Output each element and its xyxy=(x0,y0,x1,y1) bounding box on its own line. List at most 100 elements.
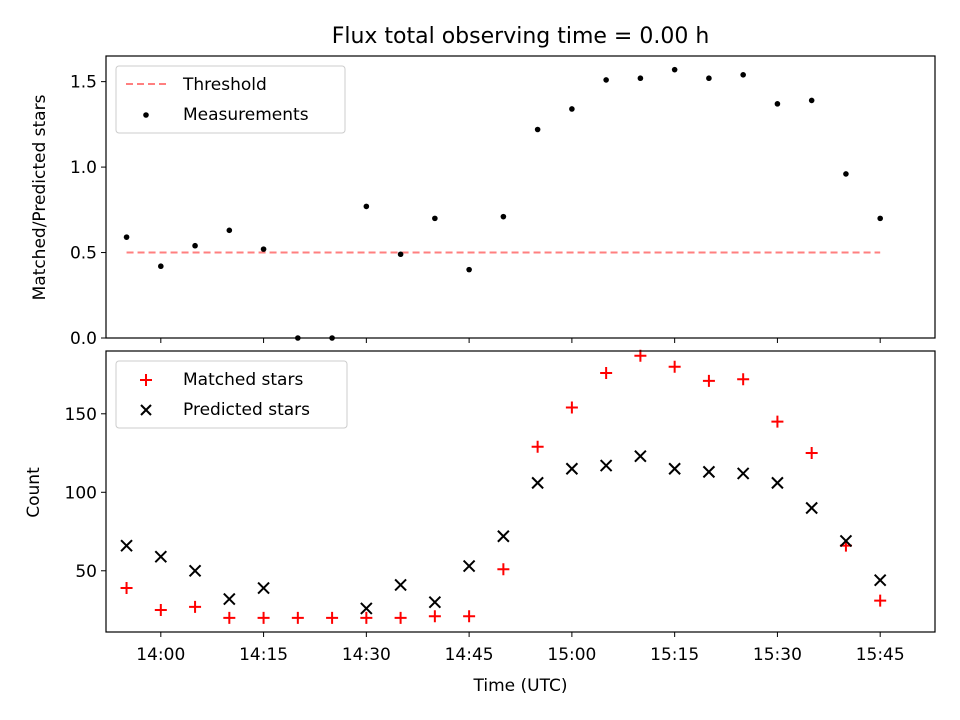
top-y-tick-label: 1.0 xyxy=(70,158,97,178)
top-axis-ticks: 0.0 0.5 1.0 1.5 xyxy=(70,73,881,349)
bottom-y-tick-label: 150 xyxy=(65,405,97,425)
predicted-star-marker xyxy=(531,476,544,490)
x-axis-label: Time (UTC) xyxy=(473,676,568,696)
top-y-tick-label: 0.0 xyxy=(70,329,97,349)
matched-star-marker xyxy=(223,611,236,624)
predicted-star-marker xyxy=(736,467,750,480)
predicted-star-marker xyxy=(668,462,681,475)
bottom-axis-ticks: 50 100 150 14:00 14:15 14:30 14:45 15:00 15:15 15… xyxy=(65,405,905,665)
measurement-point xyxy=(808,97,815,104)
top-legend: Threshold Measurements xyxy=(115,65,346,134)
measurement-point xyxy=(603,77,609,83)
x-tick-label: 15:30 xyxy=(753,645,802,665)
bottom-axes-frame xyxy=(105,350,936,633)
matched-star-marker xyxy=(668,360,681,373)
measurement-point xyxy=(500,213,507,220)
predicted-star-marker xyxy=(428,595,442,609)
matched-star-marker xyxy=(326,611,339,624)
measurement-point xyxy=(397,251,404,258)
measurement-point xyxy=(637,75,644,82)
matched-star-marker xyxy=(805,447,818,460)
predicted-star-marker xyxy=(873,573,887,587)
matched-star-marker xyxy=(463,610,476,623)
bottom-y-tick-label: 50 xyxy=(75,562,97,582)
predicted-star-marker xyxy=(154,550,168,563)
legend-measurements-swatch xyxy=(143,112,149,118)
measurement-point xyxy=(432,215,438,222)
measurement-point xyxy=(260,246,267,252)
measurement-point xyxy=(123,234,130,240)
measurement-point xyxy=(466,266,472,273)
legend-predicted-label: Predicted stars xyxy=(183,400,310,420)
measurement-point xyxy=(226,227,233,234)
measurement-point xyxy=(877,215,883,222)
x-tick-label: 14:00 xyxy=(136,645,185,665)
matched-star-marker xyxy=(771,415,784,428)
matched-star-marker xyxy=(360,611,373,624)
legend-matched-swatch xyxy=(140,374,152,386)
top-series-layer xyxy=(123,66,883,341)
legend-threshold-label: Threshold xyxy=(182,75,267,95)
bottom-legend-box xyxy=(115,360,348,429)
measurement-point xyxy=(363,203,370,210)
predicted-star-marker xyxy=(120,539,133,552)
x-tick-label: 15:00 xyxy=(547,645,596,665)
legend-matched-label: Matched stars xyxy=(183,370,303,390)
x-tick-label: 15:15 xyxy=(650,645,699,665)
y-axis-label-count: Count xyxy=(24,467,44,518)
predicted-star-marker xyxy=(805,501,818,515)
predicted-star-marker xyxy=(462,559,476,573)
measurement-point xyxy=(706,75,712,82)
top-legend-box xyxy=(115,65,346,134)
predicted-star-marker xyxy=(257,581,270,595)
bottom-series-layer xyxy=(120,349,887,624)
measurement-point xyxy=(569,106,575,112)
matched-star-marker xyxy=(531,440,544,453)
predicted-star-marker xyxy=(394,578,407,592)
matched-star-marker xyxy=(702,374,715,387)
measurement-point xyxy=(158,263,164,270)
measurement-point xyxy=(843,171,849,177)
predicted-star-marker xyxy=(223,592,236,606)
measurement-point xyxy=(534,126,541,133)
top-y-tick-label: 0.5 xyxy=(70,244,97,264)
measurement-point xyxy=(740,72,746,78)
predicted-star-marker xyxy=(634,449,647,463)
counts-panel: Count Time (UTC) 50 100 150 14:00 14:15 14:30… xyxy=(24,349,936,696)
y-axis-label-ratio: Matched/Predicted stars xyxy=(30,94,50,300)
predicted-star-marker xyxy=(360,602,373,615)
measurements-panel: Flux total observing time = 0.00 h Match… xyxy=(30,24,936,349)
matched-star-marker xyxy=(737,373,750,386)
bottom-y-tick-label: 100 xyxy=(65,483,97,503)
matched-star-marker xyxy=(874,594,887,607)
predicted-star-marker xyxy=(702,465,716,479)
measurement-point xyxy=(671,66,678,73)
predicted-star-marker xyxy=(771,476,784,490)
x-tick-label: 14:30 xyxy=(342,645,391,665)
matched-star-marker xyxy=(497,563,510,576)
predicted-star-marker xyxy=(839,534,853,548)
matched-star-marker xyxy=(154,604,167,617)
predicted-star-marker xyxy=(497,530,510,543)
x-tick-label: 14:15 xyxy=(239,645,288,665)
predicted-star-marker xyxy=(599,459,613,472)
matched-star-marker xyxy=(120,582,133,595)
bottom-legend: Matched stars Predicted stars xyxy=(115,360,348,429)
matched-star-marker xyxy=(634,349,647,362)
measurement-point xyxy=(774,101,781,107)
predicted-star-marker xyxy=(188,564,202,577)
matched-star-marker xyxy=(600,366,613,379)
matched-star-marker xyxy=(428,610,441,623)
chart-title: Flux total observing time = 0.00 h xyxy=(332,24,710,49)
x-tick-label: 15:45 xyxy=(856,645,905,665)
matched-star-marker xyxy=(257,611,270,624)
matched-star-marker xyxy=(565,401,578,414)
matched-star-marker xyxy=(394,611,407,624)
top-axes-frame xyxy=(105,55,936,339)
matched-star-marker xyxy=(291,611,304,624)
legend-measurements-label: Measurements xyxy=(183,105,309,125)
legend-predicted-swatch xyxy=(140,404,152,416)
measurement-point xyxy=(192,242,198,249)
x-tick-label: 14:45 xyxy=(445,645,494,665)
